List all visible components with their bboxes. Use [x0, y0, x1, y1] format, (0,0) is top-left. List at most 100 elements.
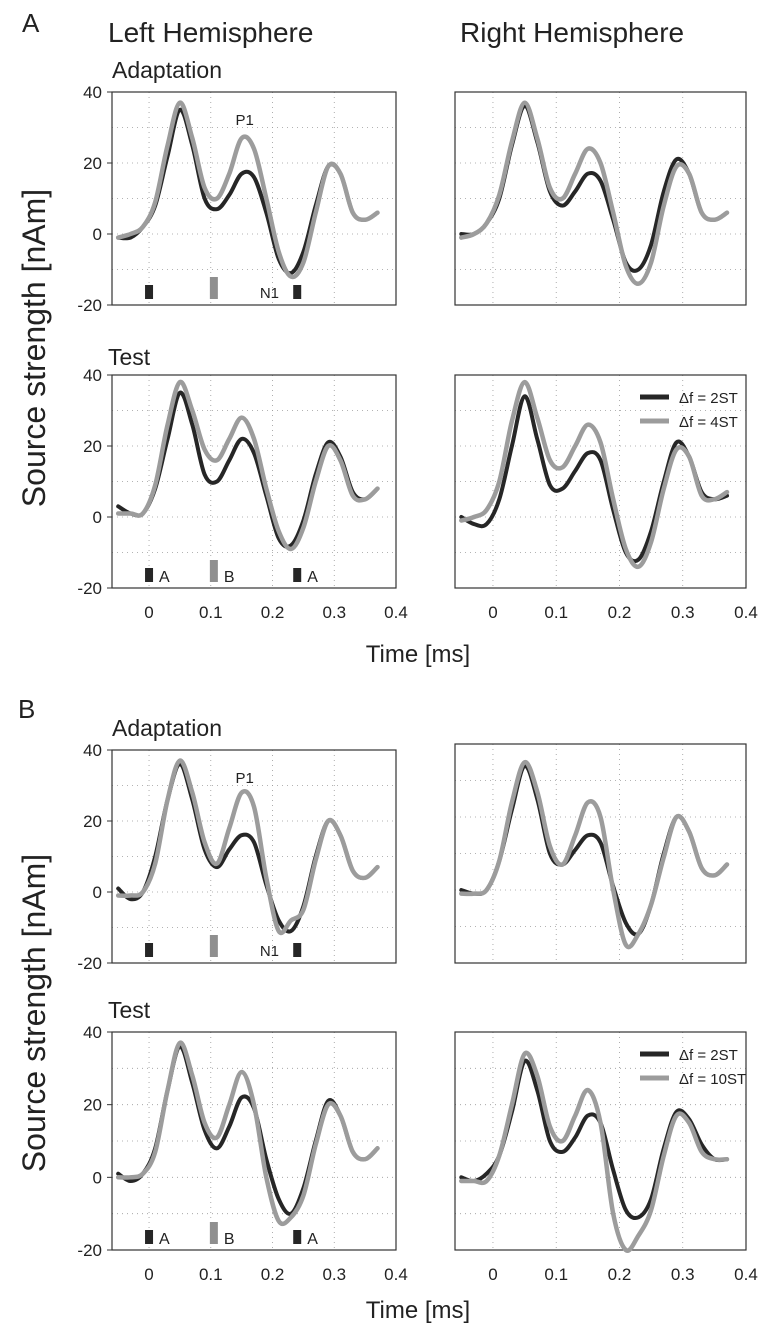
- stimulus-marker-label: A: [307, 569, 318, 586]
- stimulus-marker-label: A: [159, 569, 170, 586]
- y-tick-label: 20: [83, 812, 102, 831]
- stimulus-marker: [293, 1230, 302, 1244]
- x-tick-label: 0.3: [671, 603, 695, 622]
- panel-b-right-test: 0 0.1 0.2 0.3 0.4 Δf = 2ST Δf = 10ST: [454, 1031, 758, 1284]
- x-tick-label: 0: [144, 603, 153, 622]
- legend-label: Δf = 4ST: [679, 414, 738, 431]
- col-title-left: Left Hemisphere: [108, 17, 313, 48]
- x-tick-label: 0: [488, 1265, 497, 1284]
- series-line-light: [459, 1050, 730, 1253]
- panel-a-right-test: 0 0.1 0.2 0.3 0.4 Δf = 2ST Δf = 4ST: [454, 374, 758, 622]
- x-tick-label: 0.4: [384, 603, 408, 622]
- y-tick-label: 40: [83, 83, 102, 102]
- plot-frame: [111, 1031, 397, 1251]
- x-tick-label: 0.1: [544, 603, 568, 622]
- x-tick-label: 0.4: [384, 1265, 408, 1284]
- x-tick-label: 0: [488, 603, 497, 622]
- section-b: B Adaptation Test Source strength [nAm] …: [16, 694, 470, 1324]
- x-tick-label: 0.1: [199, 603, 223, 622]
- stimulus-marker: [145, 943, 154, 957]
- y-tick-label: 0: [93, 883, 102, 902]
- panel-b-left-adaptation: 40 20 0 -20 P1 N1: [77, 741, 397, 973]
- x-tick-label: 0.2: [608, 603, 632, 622]
- panel-a-left-adaptation: 40 20 0 -20 P1 N1: [77, 83, 397, 315]
- legend-label: Δf = 10ST: [679, 1071, 746, 1088]
- x-tick-label: 0.2: [261, 1265, 285, 1284]
- stimulus-marker: [145, 568, 154, 582]
- plot-frame: [111, 374, 397, 589]
- panel-b-left-test: 40 20 0 -20 0 0.1 0.2 0.3 0.4 A B A: [77, 1023, 407, 1284]
- y-tick-label: -20: [77, 1241, 102, 1260]
- y-tick-label: 0: [93, 225, 102, 244]
- series-line-light: [115, 1040, 380, 1227]
- x-tick-label: 0.1: [544, 1265, 568, 1284]
- x-axis-label: Time [ms]: [366, 1297, 470, 1324]
- x-tick-label: 0.3: [322, 603, 346, 622]
- annotation-p1: P1: [236, 770, 254, 787]
- legend-label: Δf = 2ST: [679, 1047, 738, 1064]
- y-tick-label: 40: [83, 1023, 102, 1042]
- section-letter-b: B: [18, 694, 35, 724]
- x-tick-label: 0.2: [608, 1265, 632, 1284]
- series-line-light: [115, 100, 380, 280]
- y-tick-label: 20: [83, 437, 102, 456]
- x-axis-label: Time [ms]: [366, 641, 470, 668]
- y-tick-label: 20: [83, 1096, 102, 1115]
- section-letter-a: A: [22, 8, 40, 38]
- stimulus-marker-label: A: [159, 1231, 170, 1248]
- series-line-light: [459, 379, 730, 569]
- y-tick-label: -20: [77, 954, 102, 973]
- x-tick-label: 0.2: [261, 603, 285, 622]
- series-line-light: [115, 758, 380, 936]
- annotation-p1: P1: [236, 112, 254, 129]
- panel-a-left-test: 40 20 0 -20 0 0.1 0.2 0.3 0.4 A B A: [77, 366, 407, 622]
- series-line-dark: [116, 1044, 380, 1216]
- row-title-adaptation: Adaptation: [112, 57, 222, 83]
- x-tick-label: 0.4: [734, 603, 758, 622]
- stimulus-marker-label: B: [224, 1231, 235, 1248]
- x-tick-label: 0.1: [199, 1265, 223, 1284]
- stimulus-marker: [145, 1230, 154, 1244]
- x-tick-label: 0: [144, 1265, 153, 1284]
- series-line-light: [459, 760, 730, 950]
- stimulus-marker: [209, 560, 218, 582]
- stimulus-marker: [293, 285, 302, 299]
- plot-frame: [454, 91, 747, 306]
- y-axis-label: Source strength [nAm]: [16, 854, 52, 1172]
- row-title-test: Test: [108, 997, 151, 1023]
- stimulus-marker: [209, 935, 218, 957]
- y-axis-label: Source strength [nAm]: [16, 189, 52, 507]
- y-tick-label: 0: [93, 508, 102, 527]
- y-tick-label: 40: [83, 366, 102, 385]
- stimulus-marker: [293, 568, 302, 582]
- plot-frame: [454, 374, 747, 589]
- stimulus-marker-label: B: [224, 569, 235, 586]
- x-tick-label: 0.4: [734, 1265, 758, 1284]
- y-tick-label: 0: [93, 1168, 102, 1187]
- plot-frame: [111, 91, 397, 306]
- row-title-adaptation: Adaptation: [112, 715, 222, 741]
- y-tick-label: -20: [77, 296, 102, 315]
- plot-frame: [454, 1031, 747, 1251]
- plot-frame: [454, 743, 747, 964]
- annotation-n1: N1: [260, 285, 279, 302]
- plot-frame: [111, 749, 397, 964]
- series-line-light: [459, 100, 730, 286]
- y-tick-label: 40: [83, 741, 102, 760]
- stimulus-marker-label: A: [307, 1231, 318, 1248]
- stimulus-marker: [145, 285, 154, 299]
- stimulus-marker: [293, 943, 302, 957]
- stimulus-marker: [209, 1222, 218, 1244]
- section-a: A Left Hemisphere Right Hemisphere Adapt…: [16, 8, 684, 668]
- series-line-dark: [459, 394, 729, 564]
- panel-a-right-adaptation: [454, 91, 747, 306]
- series-line-light: [115, 379, 380, 552]
- stimulus-marker: [209, 277, 218, 299]
- x-tick-label: 0.3: [322, 1265, 346, 1284]
- annotation-n1: N1: [260, 943, 279, 960]
- row-title-test: Test: [108, 344, 151, 370]
- panel-b-right-adaptation: [454, 743, 747, 964]
- legend-label: Δf = 2ST: [679, 390, 738, 407]
- y-tick-label: 20: [83, 154, 102, 173]
